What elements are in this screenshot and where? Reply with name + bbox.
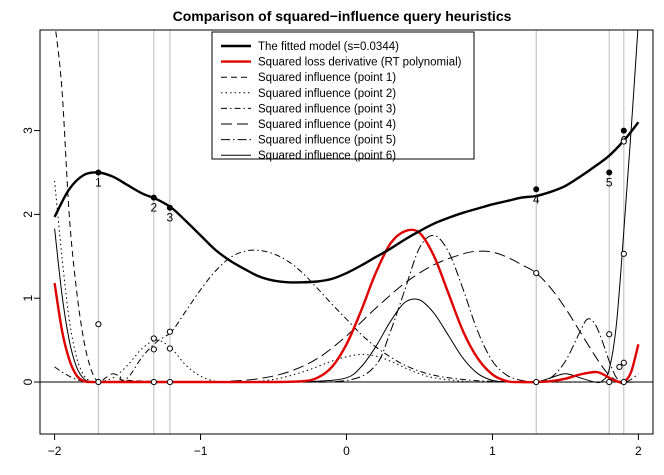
x-tick-label-5: 2 — [635, 444, 642, 458]
y-tick-label-1: 0 — [21, 378, 35, 385]
influence-marker-2 — [150, 335, 157, 342]
legend-label-5: Squared influence (point 3) — [258, 103, 396, 115]
data-point-3 — [166, 204, 173, 211]
data-point-label-4: 4 — [533, 192, 540, 206]
data-point-label-1: 1 — [95, 175, 102, 189]
data-point-5 — [606, 169, 613, 176]
series-line-4 — [54, 180, 639, 383]
data-point-label-2: 2 — [150, 201, 157, 215]
zero-marker-4 — [533, 378, 540, 386]
legend-label-4: Squared influence (point 2) — [258, 88, 396, 100]
influence-marker-11 — [620, 359, 627, 366]
influence-marker-1 — [95, 321, 102, 328]
zero-marker-2 — [150, 378, 157, 386]
legend-label-3: Squared influence (point 1) — [258, 72, 396, 84]
x-tick-label-4: 1 — [489, 444, 496, 458]
influence-marker-3 — [150, 346, 157, 353]
influence-marker-8 — [616, 363, 623, 371]
zero-marker-5 — [606, 378, 613, 386]
data-point-4 — [533, 186, 540, 193]
series-line-5 — [54, 249, 639, 383]
series-line-3 — [55, 30, 639, 383]
series-line-6 — [54, 250, 639, 383]
legend-label-6: Squared influence (point 4) — [258, 119, 396, 131]
data-point-6 — [620, 127, 627, 134]
zero-marker-3 — [166, 378, 173, 386]
x-tick-label-2: −1 — [194, 444, 208, 458]
influence-marker-10 — [620, 138, 627, 145]
legend-box — [211, 31, 475, 160]
influence-marker-5 — [166, 345, 173, 352]
x-tick-label-1: −2 — [48, 444, 62, 458]
x-tick-label-3: 0 — [343, 444, 350, 458]
zero-marker-1 — [95, 378, 102, 386]
legend-label-7: Squared influence (point 5) — [258, 135, 396, 147]
y-tick-label-4: 3 — [21, 127, 35, 134]
legend-label-8: Squared influence (point 6) — [258, 150, 396, 162]
series-line-7 — [54, 234, 639, 383]
legend-label-2: Squared loss derivative (RT polynomial) — [258, 57, 462, 69]
series-line-2 — [53, 228, 640, 384]
markers-layer: 123456 — [95, 127, 627, 386]
influence-marker-4 — [166, 328, 173, 335]
influence-marker-9 — [620, 250, 627, 257]
legend-label-1: The fitted model (s=0.0344) — [258, 41, 399, 53]
influence-marker-7 — [606, 331, 613, 338]
data-point-label-5: 5 — [606, 175, 613, 189]
y-tick-label-3: 2 — [21, 211, 35, 218]
legend: The fitted model (s=0.0344) Squared loss … — [211, 31, 475, 162]
data-point-2 — [150, 194, 157, 201]
data-point-1 — [95, 169, 102, 176]
zero-marker-6 — [620, 378, 627, 386]
data-point-label-3: 3 — [167, 211, 174, 225]
influence-marker-6 — [533, 269, 540, 277]
y-tick-label-2: 1 — [21, 295, 35, 302]
chart-title: Comparison of squared−influence query he… — [173, 8, 512, 24]
